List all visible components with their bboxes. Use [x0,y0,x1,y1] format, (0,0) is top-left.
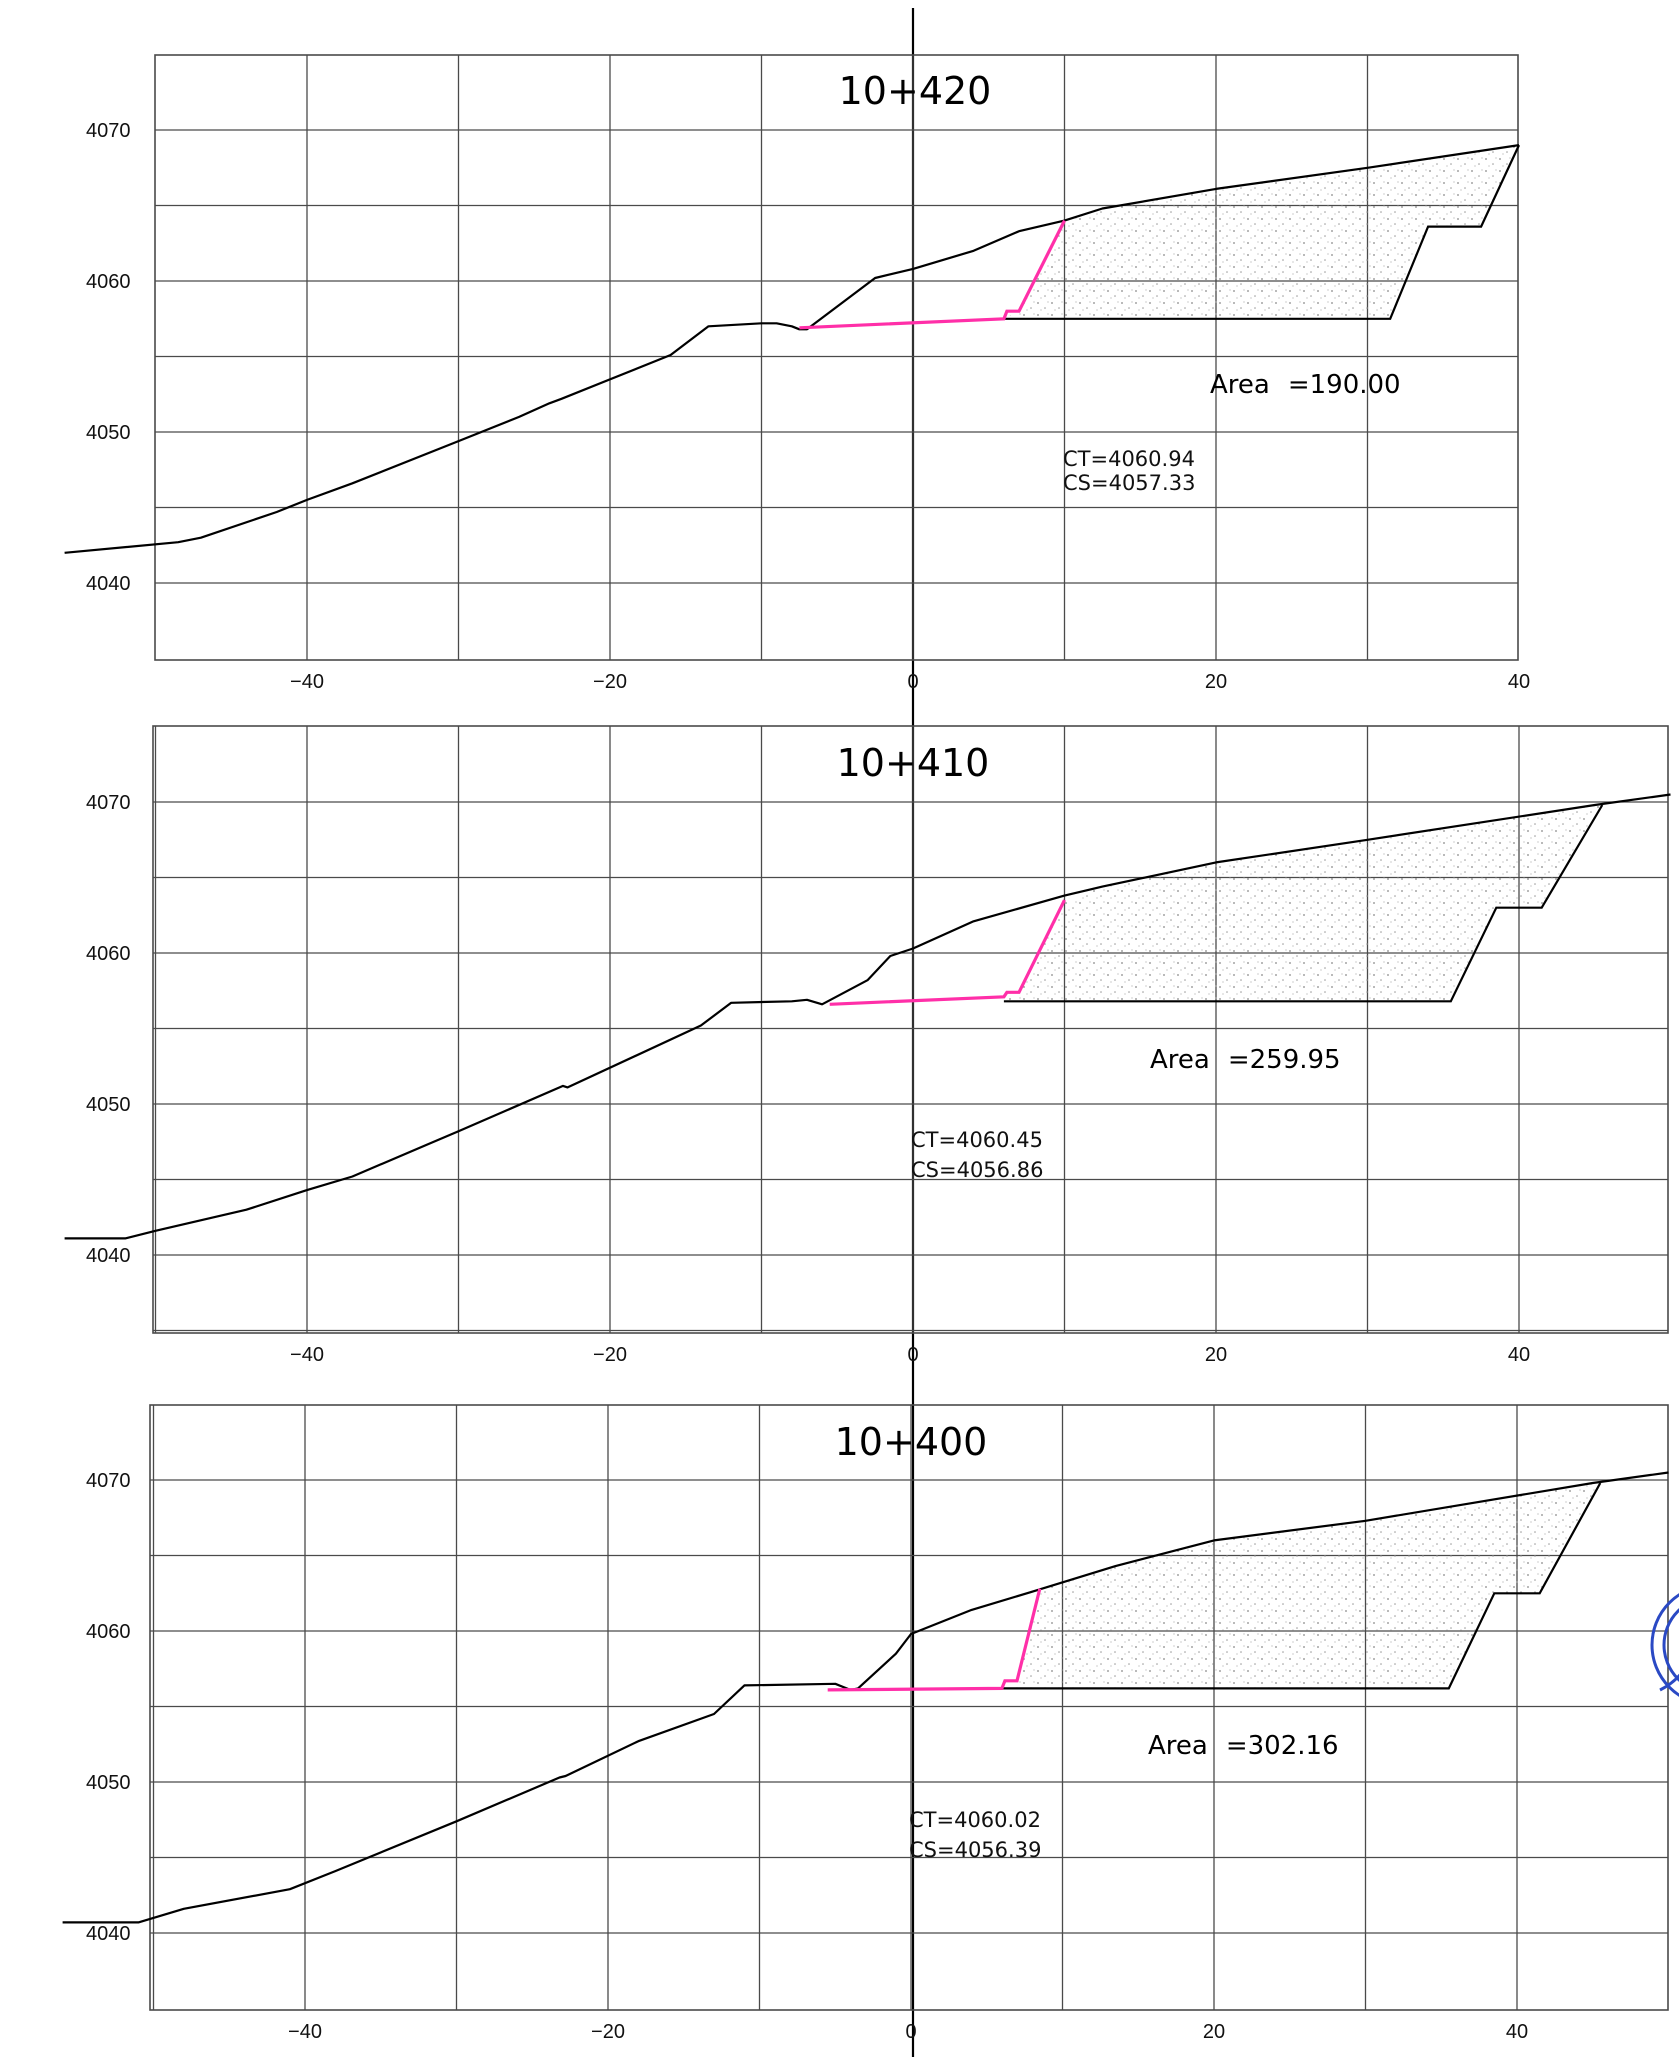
cut-area-fill [1003,805,1603,1002]
area-label: Area =302.16 [1148,1731,1339,1761]
section-frame [154,54,1519,661]
section-grid [154,54,1519,661]
x-tick-label: 40 [1508,1344,1530,1366]
ct-label: CT=4060.94 [1063,447,1195,471]
y-axis-ticks: 4070 4060 4050 4040 [86,792,131,1267]
area-word: Area [1148,1731,1208,1761]
x-tick-label: 40 [1508,671,1530,693]
section-title: 10+400 [835,1420,988,1464]
x-tick-label: 0 [907,671,918,693]
x-axis-ticks: −40 −20 0 20 40 [290,671,1530,693]
x-tick-label: −20 [593,1344,627,1366]
section-grid [152,725,1669,1334]
cross-section-10-420: −40 −20 0 20 40 4070 4060 4050 4040 10+420 Area… [64,54,1530,693]
section-title: 10+420 [839,69,992,113]
ground-profile [64,144,1520,554]
x-tick-label: −20 [591,2021,625,2043]
x-tick-label: 40 [1506,2021,1528,2043]
y-tick-label: 4070 [86,792,131,814]
cross-section-10-400: −40 −20 0 20 40 4070 4060 4050 4040 10+400 Area… [62,1404,1669,2043]
road-platform-line [1003,804,1604,1003]
x-tick-label: 20 [1205,1344,1227,1366]
cs-label: CS=4056.39 [909,1838,1041,1862]
area-word: Area [1210,370,1270,400]
stamp-seal [1650,1593,1679,1697]
section-title: 10+410 [837,741,990,785]
y-tick-label: 4060 [86,943,131,965]
ground-profile [62,1471,1669,1924]
y-tick-label: 4060 [86,271,131,293]
x-axis-ticks: −40 −20 0 20 40 [288,2021,1528,2043]
x-tick-label: 0 [907,1344,918,1366]
design-slope-line [829,899,1066,1006]
x-tick-label: 20 [1205,671,1227,693]
y-tick-label: 4040 [86,573,131,595]
x-tick-label: 0 [905,2021,916,2043]
road-platform-line [1003,144,1520,320]
ct-label: CT=4060.45 [911,1128,1043,1152]
x-tick-label: −40 [290,1344,324,1366]
area-label: Area =190.00 [1210,370,1401,400]
cs-label: CS=4056.86 [911,1158,1043,1182]
x-tick-label: −40 [290,671,324,693]
design-slope-line [827,1588,1042,1692]
area-value: =190.00 [1288,370,1401,400]
y-tick-label: 4070 [86,1470,131,1492]
y-tick-label: 4050 [86,1094,131,1116]
area-value: =259.95 [1228,1045,1341,1075]
y-tick-label: 4070 [86,120,131,142]
x-axis-ticks: −40 −20 0 20 40 [290,1344,1530,1366]
y-axis-ticks: 4070 4060 4050 4040 [86,1470,131,1945]
ground-profile [64,793,1671,1240]
area-label: Area =259.95 [1150,1045,1341,1075]
design-slope-line [799,219,1066,330]
section-grid [149,1404,1669,2011]
y-axis-ticks: 4070 4060 4050 4040 [86,120,131,595]
x-tick-label: −40 [288,2021,322,2043]
y-tick-label: 4060 [86,1621,131,1643]
road-platform-line [1001,1482,1602,1690]
cross-section-10-410: −40 −20 0 20 40 4070 4060 4050 4040 10+410 Area… [64,725,1671,1366]
cut-area-fill [1003,145,1519,319]
cut-area-fill [1001,1483,1601,1689]
y-tick-label: 4040 [86,1923,131,1945]
ct-label: CT=4060.02 [909,1808,1041,1832]
y-tick-label: 4040 [86,1245,131,1267]
y-tick-label: 4050 [86,1772,131,1794]
x-tick-label: −20 [593,671,627,693]
y-tick-label: 4050 [86,422,131,444]
area-word: Area [1150,1045,1210,1075]
x-tick-label: 20 [1203,2021,1225,2043]
section-frame [149,1404,1669,2011]
section-frame [152,725,1669,1334]
area-value: =302.16 [1226,1731,1339,1761]
cs-label: CS=4057.33 [1063,471,1195,495]
